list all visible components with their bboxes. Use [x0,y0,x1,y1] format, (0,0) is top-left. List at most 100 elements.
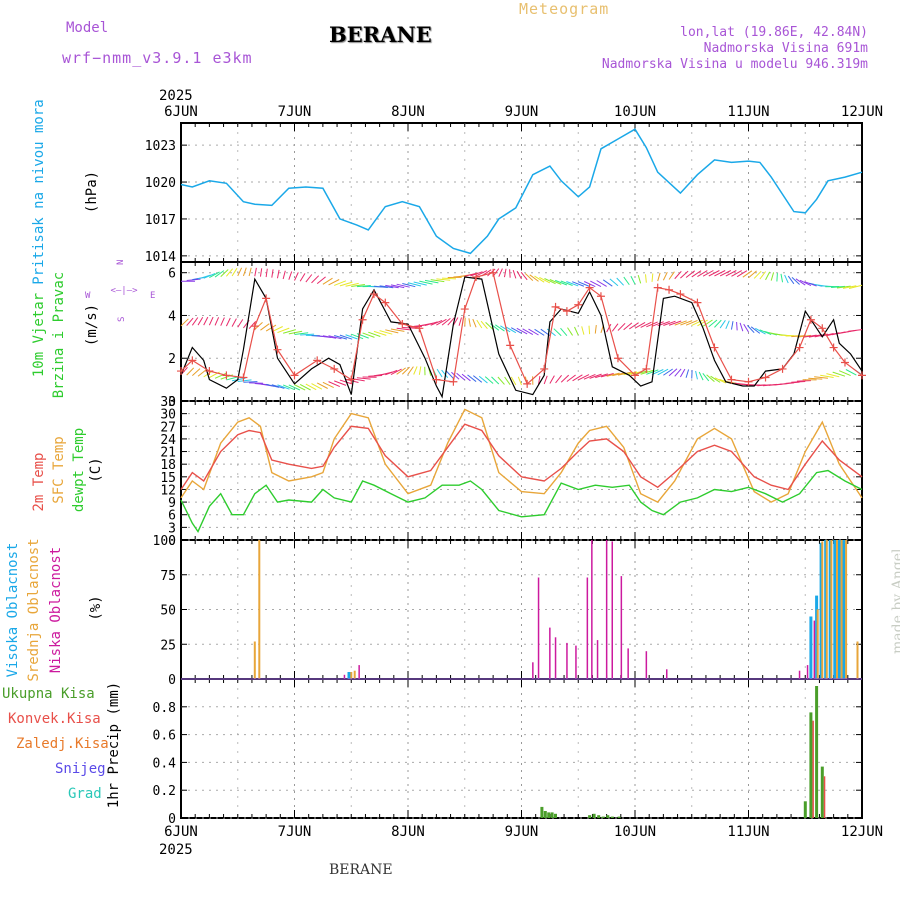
wind-speed-marker [398,320,407,329]
low-cloud-bar [645,651,648,679]
wind-flag [266,383,280,388]
wind-compass: N <—|—> W E S [85,260,155,322]
wind-flag [390,368,402,375]
mid-cloud-bar [258,540,261,679]
wind-flag [510,376,517,386]
x-tick-label-bottom: 9JUN [505,824,539,840]
wind-speed-marker [313,356,322,365]
wind-speed-marker [642,364,651,373]
wind-flag [265,268,268,278]
precip-total-bar [550,812,554,818]
wind-flag [566,374,576,382]
wind-flag [668,368,678,377]
wind-flag [691,270,702,278]
wind-flag [736,270,748,278]
wind-flag [461,373,471,382]
wind-flag [832,371,846,377]
wind-flag [424,321,438,326]
wind-flag [736,321,738,331]
wind-flag [651,321,664,327]
wind-flag [436,368,443,378]
wind-flag [600,373,614,378]
wind-flag [491,376,500,385]
high-cloud-bar [842,540,846,679]
wind-flag [640,321,652,328]
wind-speed-marker [829,343,838,352]
y-tick-label: 1023 [145,139,176,154]
wind-speed-marker [665,285,674,294]
wind-flag [574,326,579,336]
y-tick-label: 27 [160,420,176,435]
wind-flag [260,323,270,331]
wind-flag [294,384,306,391]
wind-flag [456,372,466,381]
wind-flag [484,376,494,384]
wind-flag [697,270,708,277]
mid-cloud-bar [840,540,843,679]
wind-flag [475,270,488,277]
low-cloud-bar [611,541,613,679]
y-tick-label: 1014 [145,250,176,265]
low-cloud-bar [605,540,608,679]
wind-speed-marker [262,294,271,303]
high-cloud-bar [837,540,841,679]
low-cloud-bar [620,576,623,679]
ylabel-wind-unit: (m/s) [84,304,100,346]
wind-flag [765,271,771,281]
compass-s: S [117,317,127,322]
precip-total-bar [554,813,557,818]
mid-cloud-bar [821,541,824,679]
wind-flag [396,367,406,375]
wind-speed-marker [369,290,378,299]
model-name: wrf−nmm_v3.9.1 e3km [62,49,253,67]
wind-flag [842,285,857,289]
wind-speed-marker [239,373,248,382]
wind-flag [708,270,720,277]
wind-speed-marker [818,324,827,333]
high-cloud-bar [809,616,813,679]
model-label: Model [66,20,109,36]
wind-flag [472,375,483,383]
wind-flag [430,319,443,326]
wind-flag [248,267,252,277]
low-cloud-bar [554,637,557,679]
precip-legend-item: Snijeg [55,761,106,777]
wind-flag [578,374,590,381]
wind-flag [581,326,585,335]
wind-flag [277,384,290,390]
y-tick-label: 33 [160,395,176,410]
wind-speed-marker [574,300,583,309]
wind-flag [305,274,313,283]
wind-flag [472,318,477,328]
wind-flag [714,319,722,328]
wind-speed-marker [449,377,458,386]
wind-flag [328,381,341,388]
wind-flag [750,326,761,334]
precip-total-bar [592,813,596,818]
wind-flag [373,285,388,288]
wind-flag [826,373,840,378]
wind-flag [590,280,602,288]
wind-flag [739,322,744,332]
wind-flag [588,325,591,335]
y-tick-label: 12 [160,483,176,498]
wind-flag [594,325,597,334]
wind-flag [710,375,721,383]
wind-flag [495,324,505,332]
wind-flag [630,275,636,285]
lonlat-label: lon,lat (19.86E, 42.84N) [680,25,868,40]
wind-flag [646,369,659,375]
wind-speed-marker [290,371,299,380]
wind-flag [467,374,477,382]
wind-flag [776,273,778,282]
wind-flag [674,368,682,377]
wind-flag [814,376,829,379]
y-tick-label: 50 [160,604,176,619]
precip-legend-item: Konvek.Kisa [8,711,101,727]
y-tick-label: 30 [160,408,176,423]
wind-flag [345,334,358,340]
wind-flag [567,327,573,336]
wind-flag [662,271,668,281]
wind-flag [485,322,494,330]
wind-flag [299,273,306,282]
